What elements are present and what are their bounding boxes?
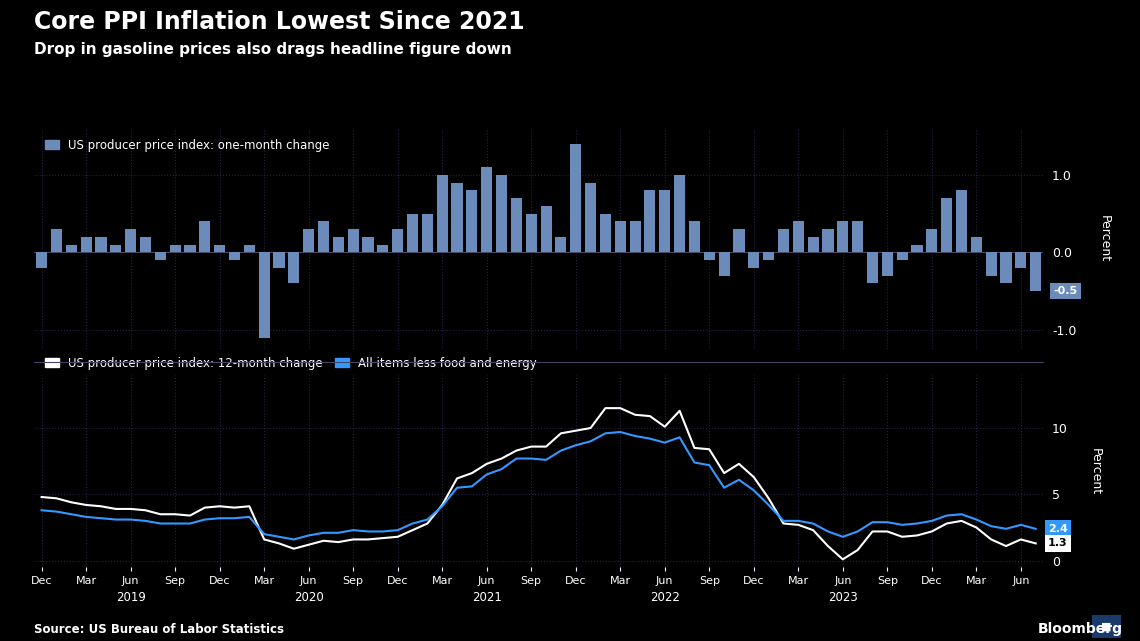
Text: Drop in gasoline prices also drags headline figure down: Drop in gasoline prices also drags headl… <box>34 42 512 56</box>
Y-axis label: Percent: Percent <box>1098 215 1110 262</box>
Bar <box>318 221 329 253</box>
Bar <box>451 183 463 253</box>
Bar <box>214 245 226 253</box>
Bar <box>807 237 819 253</box>
Text: Source: US Bureau of Labor Statistics: Source: US Bureau of Labor Statistics <box>34 623 284 636</box>
Bar <box>526 213 537 253</box>
Bar <box>629 221 641 253</box>
Bar <box>600 213 611 253</box>
Y-axis label: Percent: Percent <box>1089 447 1102 495</box>
Bar <box>481 167 492 253</box>
Bar <box>674 175 685 253</box>
Bar <box>288 253 300 283</box>
Bar <box>407 213 418 253</box>
Bar <box>392 229 404 253</box>
Bar <box>644 190 655 253</box>
Bar <box>585 183 596 253</box>
Bar <box>1001 253 1011 283</box>
Bar <box>659 190 670 253</box>
Bar <box>792 221 804 253</box>
Bar <box>703 253 715 260</box>
Bar <box>96 237 106 253</box>
Bar <box>718 253 730 276</box>
Bar <box>333 237 344 253</box>
Bar <box>274 253 285 268</box>
Bar <box>140 237 150 253</box>
Text: -0.5: -0.5 <box>1053 286 1077 296</box>
Bar <box>555 237 567 253</box>
Bar <box>1031 253 1041 291</box>
Bar <box>733 229 744 253</box>
Text: 2020: 2020 <box>294 591 324 604</box>
Bar <box>822 229 833 253</box>
Bar <box>763 253 774 260</box>
Bar <box>155 253 166 260</box>
Bar <box>466 190 478 253</box>
Bar <box>777 229 789 253</box>
Text: 2022: 2022 <box>650 591 679 604</box>
Text: Core PPI Inflation Lowest Since 2021: Core PPI Inflation Lowest Since 2021 <box>34 10 524 33</box>
Bar <box>422 213 433 253</box>
Bar <box>496 175 507 253</box>
Bar <box>942 198 952 253</box>
Bar <box>111 245 121 253</box>
Bar <box>170 245 181 253</box>
Bar <box>437 175 448 253</box>
Bar <box>866 253 878 283</box>
Bar <box>229 253 241 260</box>
Bar <box>36 253 47 268</box>
Text: 2019: 2019 <box>115 591 146 604</box>
Text: 2023: 2023 <box>828 591 857 604</box>
Bar <box>377 245 389 253</box>
Bar <box>540 206 552 253</box>
Bar <box>911 245 922 253</box>
Bar <box>200 221 211 253</box>
Bar <box>971 237 982 253</box>
Legend: US producer price index: 12-month change, All items less food and energy: US producer price index: 12-month change… <box>40 352 542 374</box>
Bar <box>244 245 255 253</box>
Text: 2.4: 2.4 <box>1048 524 1068 534</box>
Bar <box>614 221 626 253</box>
Bar <box>689 221 700 253</box>
Bar <box>1016 253 1026 268</box>
Bar <box>896 253 907 260</box>
Text: Bloomberg: Bloomberg <box>1037 622 1123 636</box>
Bar <box>66 245 76 253</box>
Bar <box>956 190 967 253</box>
Text: 2021: 2021 <box>472 591 502 604</box>
Bar <box>837 221 848 253</box>
Bar <box>570 144 581 253</box>
Bar <box>51 229 62 253</box>
Text: 1.3: 1.3 <box>1048 538 1068 549</box>
Bar <box>303 229 315 253</box>
Bar <box>348 229 359 253</box>
Text: ■: ■ <box>1101 622 1112 631</box>
Bar <box>927 229 937 253</box>
Bar <box>125 229 136 253</box>
Bar <box>986 253 996 276</box>
Bar <box>259 253 270 338</box>
Bar <box>363 237 374 253</box>
Legend: US producer price index: one-month change: US producer price index: one-month chang… <box>40 134 335 156</box>
Bar <box>852 221 863 253</box>
Bar <box>185 245 196 253</box>
Bar <box>881 253 893 276</box>
Bar <box>511 198 522 253</box>
Bar <box>748 253 759 268</box>
Bar <box>81 237 91 253</box>
